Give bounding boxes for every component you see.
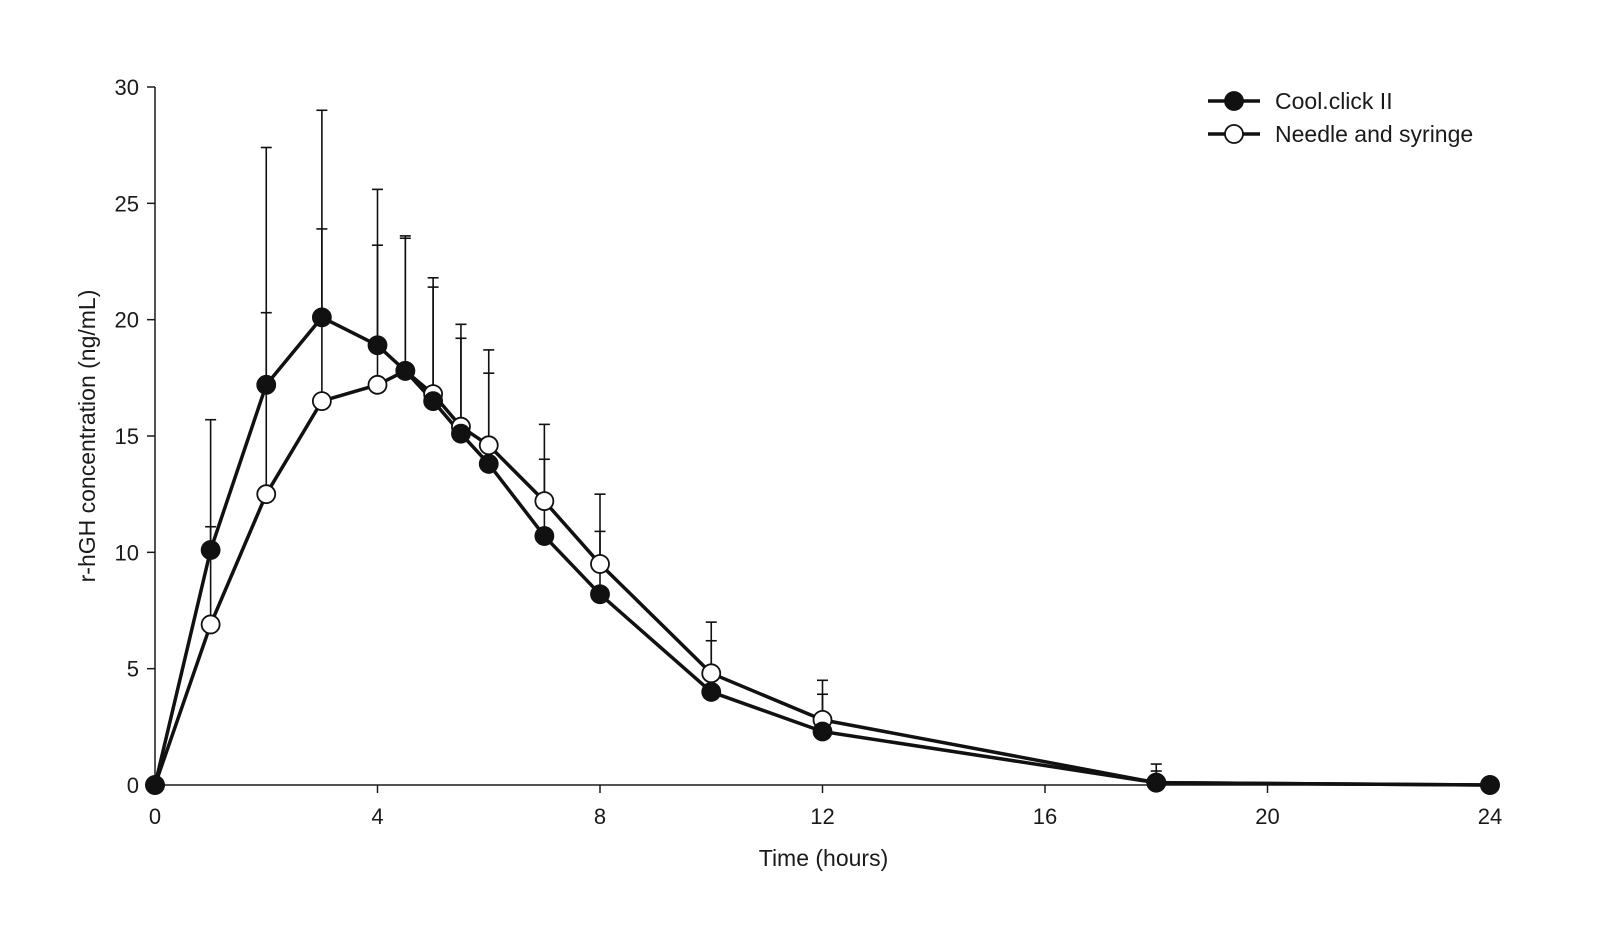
cool-click-ii-point-14: [1480, 775, 1500, 795]
cool-click-ii-point-6: [423, 391, 444, 412]
legend-marker-needle-and-syringe: [1224, 124, 1244, 144]
cool-click-ii-point-9: [534, 526, 555, 546]
x-tick-label-20: 20: [1255, 804, 1279, 829]
x-tick-label-4: 4: [371, 804, 383, 829]
y-tick-label-30: 30: [115, 75, 139, 100]
x-tick-label-16: 16: [1033, 804, 1057, 829]
y-tick-label-15: 15: [115, 424, 139, 449]
cool-click-ii-point-7: [451, 423, 471, 444]
legend-label-cool-click: Cool.click II: [1275, 88, 1393, 114]
cool-click-ii-point-11: [701, 682, 722, 702]
data-points: [145, 307, 1500, 795]
y-tick-label-10: 10: [115, 540, 139, 565]
legend-marker-cool-click: [1224, 91, 1244, 111]
cool-click-ii-point-0: [145, 775, 165, 795]
cool-click-ii-point-1: [200, 540, 221, 560]
cool-click-ii-point-3: [311, 307, 332, 328]
x-axis-title: Time (hours): [759, 845, 889, 871]
error-bars: [205, 109, 1162, 783]
x-tick-label-24: 24: [1478, 804, 1502, 829]
y-axis: 0 5 10 15 20 25 30 r-hGH concentration (ng/mL): [74, 75, 156, 798]
cool-click-ii-point-10: [590, 584, 610, 605]
y-tick-label-0: 0: [127, 773, 139, 798]
needle-and-syringe-point-10: [590, 554, 610, 574]
needle-and-syringe-point-4: [367, 374, 388, 395]
needle-and-syringe-point-11: [701, 663, 722, 684]
needle-and-syringe-point-1: [200, 614, 221, 635]
cool-click-ii-point-2: [256, 374, 277, 395]
x-tick-label-8: 8: [594, 804, 606, 829]
cool-click-ii-point-4: [367, 335, 388, 356]
x-tick-label-12: 12: [810, 804, 834, 829]
legend: Cool.click II Needle and syringe: [1208, 88, 1473, 147]
x-ticks: 0 4 8 12 16 20 24: [149, 785, 1502, 829]
cool-click-ii-point-5: [395, 360, 416, 381]
needle-and-syringe-point-2: [256, 484, 277, 505]
y-tick-label-5: 5: [127, 657, 139, 682]
legend-label-needle-and-syringe: Needle and syringe: [1275, 121, 1473, 147]
plot-area: [145, 109, 1500, 795]
y-ticks: 0 5 10 15 20 25 30: [115, 75, 155, 798]
legend-item-needle-and-syringe: Needle and syringe: [1208, 121, 1473, 147]
y-tick-label-20: 20: [115, 308, 139, 333]
cool-click-ii-point-8: [478, 454, 499, 474]
cool-click-ii-point-12: [812, 721, 833, 742]
y-axis-title: r-hGH concentration (ng/mL): [74, 290, 100, 583]
needle-and-syringe-point-3: [311, 391, 332, 412]
needle-and-syringe-point-9: [534, 491, 555, 512]
needle-and-syringe-point-8: [478, 435, 499, 456]
y-tick-label-25: 25: [115, 191, 139, 216]
x-axis: 0 4 8 12 16 20 24 Time (hours): [149, 784, 1502, 871]
x-tick-label-0: 0: [149, 804, 161, 829]
legend-item-cool-click: Cool.click II: [1208, 88, 1393, 114]
cool-click-ii-point-13: [1146, 772, 1167, 793]
